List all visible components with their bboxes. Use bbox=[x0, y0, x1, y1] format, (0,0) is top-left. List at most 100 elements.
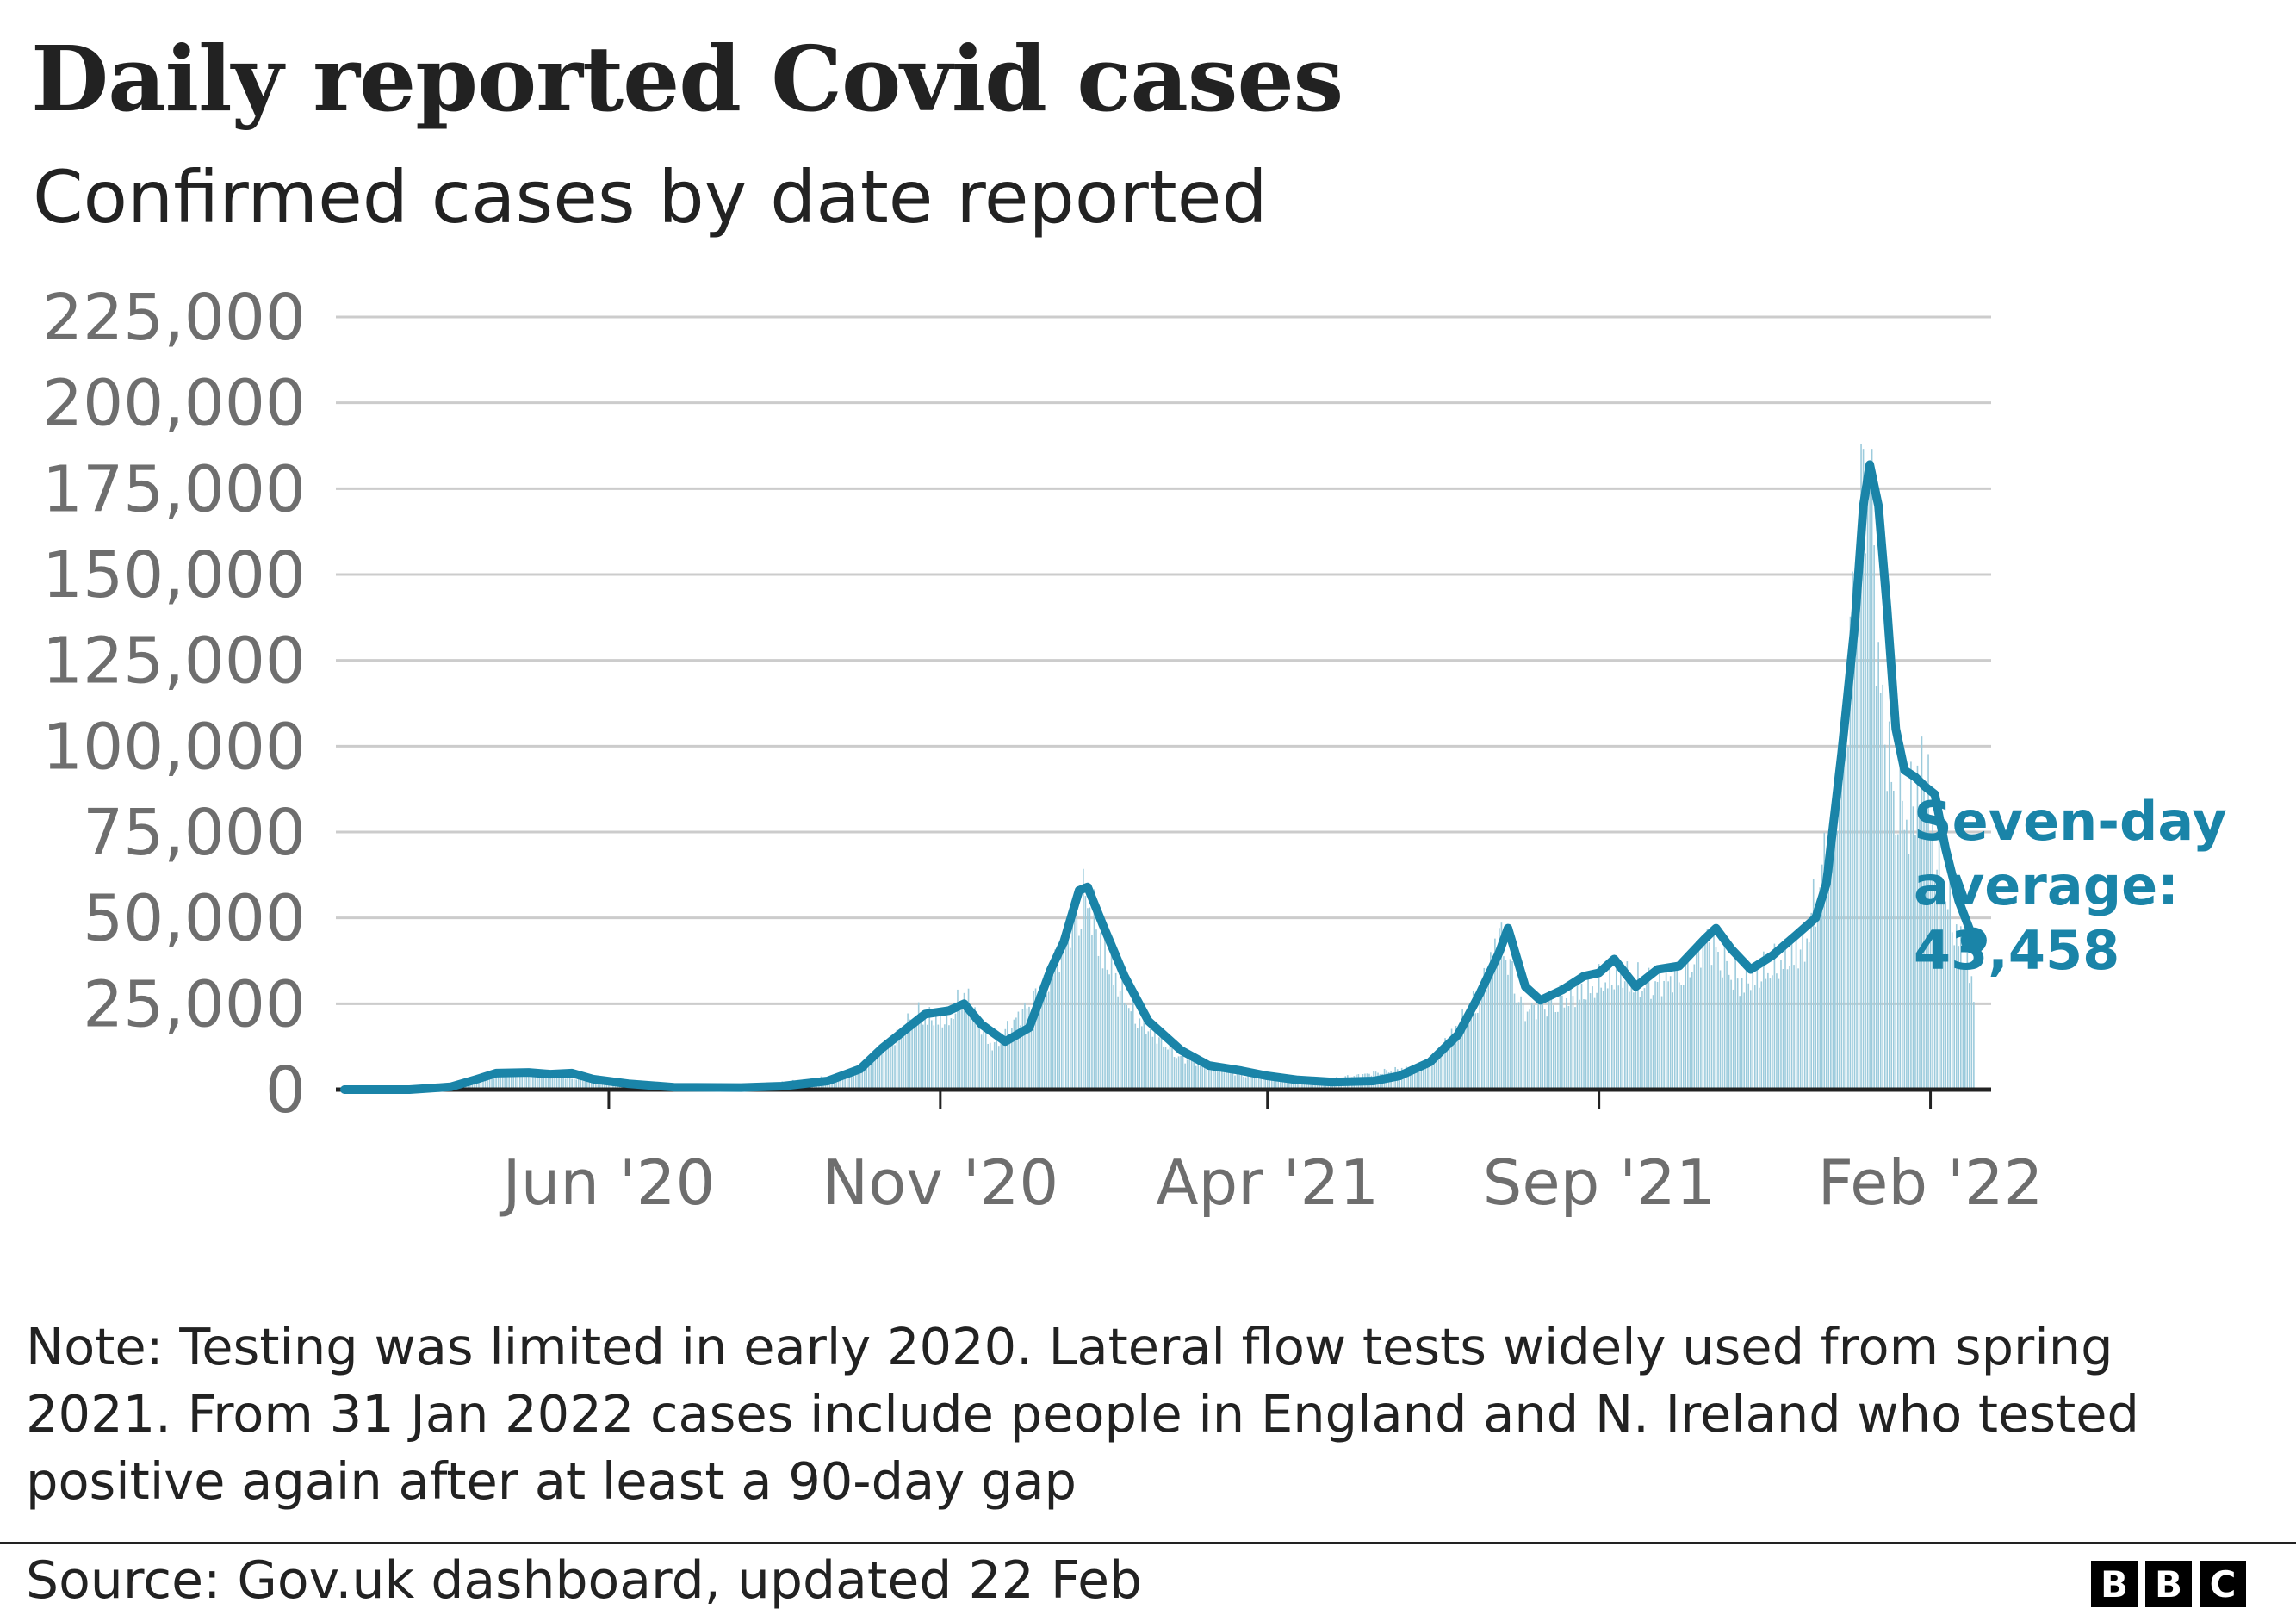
daily-case-bar bbox=[512, 1073, 515, 1090]
daily-case-bar bbox=[900, 1029, 903, 1090]
daily-case-bar bbox=[525, 1075, 528, 1090]
daily-case-bar bbox=[1114, 972, 1117, 1090]
daily-case-bar bbox=[493, 1077, 495, 1090]
daily-case-bar bbox=[528, 1073, 530, 1090]
daily-case-bar bbox=[1925, 806, 1927, 1090]
daily-case-bar bbox=[580, 1078, 582, 1090]
daily-case-bar bbox=[1243, 1076, 1244, 1090]
daily-case-bar bbox=[1273, 1079, 1275, 1090]
daily-case-bar bbox=[1533, 1004, 1535, 1090]
daily-case-bar bbox=[1303, 1082, 1306, 1090]
daily-case-bar bbox=[1929, 839, 1932, 1090]
daily-case-bar bbox=[1700, 967, 1702, 1090]
daily-case-bar bbox=[1739, 996, 1741, 1090]
daily-case-bar bbox=[521, 1076, 524, 1090]
daily-case-bar bbox=[1819, 887, 1821, 1090]
daily-case-bar bbox=[1171, 1044, 1173, 1090]
daily-case-bar bbox=[1964, 965, 1966, 1090]
daily-case-bar bbox=[1830, 816, 1832, 1090]
daily-case-bar bbox=[976, 1023, 978, 1090]
daily-case-bar bbox=[1195, 1065, 1197, 1090]
daily-case-bar bbox=[1008, 1035, 1011, 1090]
daily-case-bar bbox=[913, 1022, 915, 1090]
daily-case-bar bbox=[1921, 736, 1923, 1090]
daily-case-bar bbox=[1722, 977, 1723, 1090]
daily-case-bar bbox=[568, 1077, 571, 1090]
daily-case-bar bbox=[480, 1075, 482, 1090]
daily-case-bar bbox=[937, 1024, 940, 1090]
daily-case-bar bbox=[1468, 1017, 1470, 1090]
daily-case-bar bbox=[1910, 761, 1912, 1090]
daily-case-bar bbox=[1496, 961, 1499, 1090]
daily-case-bar bbox=[1752, 963, 1754, 1090]
daily-case-bar bbox=[965, 1003, 967, 1090]
daily-case-bar bbox=[497, 1074, 500, 1090]
daily-case-bar bbox=[558, 1075, 560, 1090]
daily-case-bar bbox=[1232, 1072, 1234, 1090]
daily-case-bar bbox=[1869, 488, 1871, 1090]
daily-case-bar bbox=[1407, 1069, 1410, 1090]
daily-case-bar bbox=[1958, 946, 1960, 1090]
daily-case-bar bbox=[1236, 1071, 1238, 1090]
daily-case-bar bbox=[1024, 1003, 1026, 1090]
daily-case-bar bbox=[1806, 938, 1808, 1090]
daily-case-bar bbox=[1685, 958, 1687, 1090]
daily-case-bar bbox=[870, 1053, 872, 1090]
daily-case-bar bbox=[1064, 926, 1067, 1090]
daily-case-bar bbox=[1624, 981, 1626, 1090]
daily-case-bar bbox=[621, 1084, 623, 1090]
daily-case-bar bbox=[577, 1077, 580, 1090]
daily-case-bar bbox=[1697, 941, 1700, 1090]
daily-case-bar bbox=[1483, 967, 1486, 1090]
daily-case-bar bbox=[1773, 943, 1776, 1090]
daily-case-bar bbox=[1281, 1080, 1284, 1090]
daily-case-bar bbox=[1743, 992, 1745, 1090]
daily-cases-bars bbox=[461, 444, 1975, 1090]
daily-case-bar bbox=[1026, 1008, 1028, 1090]
daily-case-bar bbox=[1561, 995, 1563, 1090]
daily-case-bar bbox=[1182, 1054, 1184, 1090]
daily-case-bar bbox=[1734, 958, 1736, 1090]
daily-case-bar bbox=[885, 1044, 887, 1090]
daily-case-bar bbox=[996, 1033, 998, 1090]
daily-case-bar bbox=[508, 1071, 510, 1090]
daily-case-bar bbox=[1966, 953, 1969, 1090]
daily-case-bar bbox=[518, 1071, 521, 1090]
daily-case-bar bbox=[1234, 1075, 1236, 1090]
daily-case-bar bbox=[1888, 721, 1890, 1090]
daily-case-bar bbox=[1554, 1012, 1557, 1090]
daily-case-bar bbox=[1463, 1027, 1466, 1090]
daily-case-bar bbox=[1617, 985, 1620, 1090]
daily-case-bar bbox=[549, 1075, 551, 1090]
daily-case-bar bbox=[1579, 999, 1580, 1090]
daily-case-bar bbox=[1284, 1080, 1286, 1090]
daily-case-bar bbox=[903, 1034, 904, 1090]
daily-case-bar bbox=[904, 1034, 907, 1090]
daily-case-bar bbox=[510, 1074, 512, 1090]
daily-case-bar bbox=[1747, 983, 1750, 1090]
daily-case-bar bbox=[1143, 1016, 1145, 1090]
daily-case-bar bbox=[551, 1076, 554, 1090]
daily-case-bar bbox=[1449, 1042, 1450, 1090]
daily-case-bar bbox=[890, 1038, 891, 1090]
daily-case-bar bbox=[1412, 1064, 1414, 1090]
daily-case-bar bbox=[944, 1024, 946, 1090]
x-tick-label: Sep '21 bbox=[1483, 1146, 1716, 1219]
daily-case-bar bbox=[1119, 991, 1121, 1090]
daily-case-bar bbox=[1213, 1068, 1214, 1090]
daily-case-bar bbox=[863, 1065, 866, 1090]
daily-case-bar bbox=[1713, 932, 1715, 1090]
daily-case-bar bbox=[554, 1078, 555, 1090]
daily-case-bar bbox=[1973, 1002, 1975, 1090]
daily-case-bar bbox=[1593, 997, 1596, 1090]
daily-case-bar bbox=[1883, 744, 1886, 1090]
daily-case-bar bbox=[1127, 1008, 1130, 1090]
daily-case-bar bbox=[1221, 1068, 1223, 1090]
daily-case-bar bbox=[1767, 972, 1769, 1090]
x-tick-label: Feb '22 bbox=[1818, 1146, 2044, 1219]
daily-case-bar bbox=[1160, 1033, 1163, 1090]
daily-case-bar bbox=[1843, 755, 1845, 1090]
daily-case-bar bbox=[1778, 978, 1780, 1090]
daily-case-bar bbox=[1442, 1052, 1444, 1090]
daily-case-bar bbox=[1132, 999, 1134, 1090]
